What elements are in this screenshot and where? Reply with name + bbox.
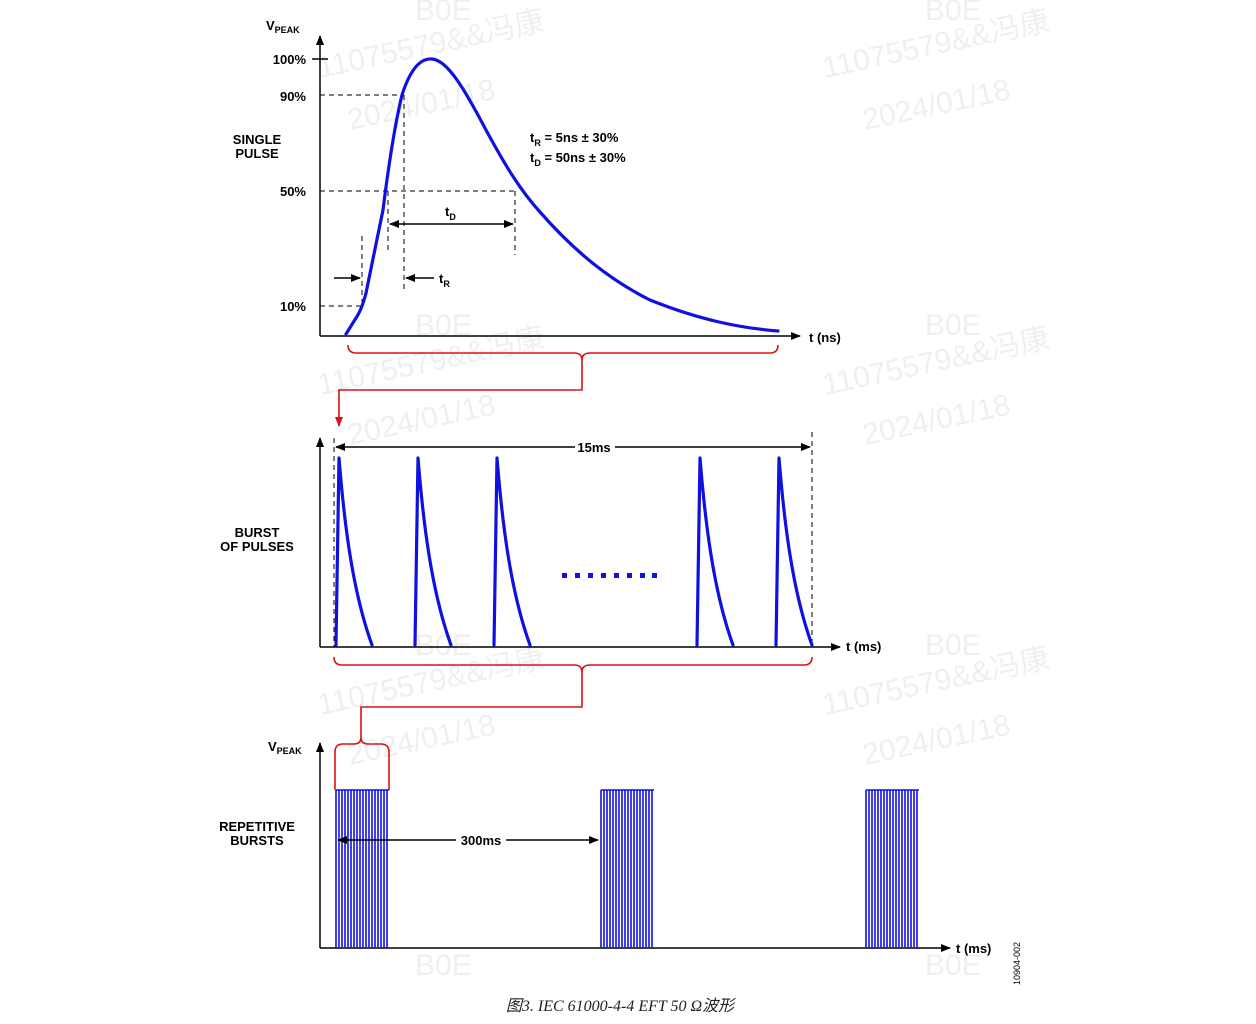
repetitive-bursts-panel: VPEAK 300ms REPETITIVE BURSTS t (ms) <box>219 739 991 956</box>
figure-code: 10904-002 <box>1012 942 1022 985</box>
svg-text:2024/01/18: 2024/01/18 <box>860 388 1014 451</box>
top-x-axis-label: t (ns) <box>809 330 841 345</box>
level-50-label: 50% <box>280 184 306 199</box>
level-90-label: 90% <box>280 89 306 104</box>
burst-pulse <box>695 456 735 647</box>
svg-text:2024/01/18: 2024/01/18 <box>860 708 1014 771</box>
single-pulse-curve <box>344 57 780 336</box>
burst-block <box>865 789 919 948</box>
watermark: B0E 11075579&&冯康 2024/01/18 B0E 11075579… <box>315 0 1053 982</box>
middle-x-axis-label: t (ms) <box>846 639 881 654</box>
figure-caption: 图3. IEC 61000-4-4 EFT 50 Ω波形 <box>506 997 736 1015</box>
svg-text:B0E: B0E <box>925 0 982 27</box>
bottom-x-axis-label: t (ms) <box>956 941 991 956</box>
burst-pulse <box>334 456 374 647</box>
single-pulse-label-2: PULSE <box>235 146 279 161</box>
burst-block <box>335 789 389 948</box>
single-pulse-label-1: SINGLE <box>233 132 282 147</box>
svg-text:B0E: B0E <box>925 629 982 662</box>
svg-text:2024/01/18: 2024/01/18 <box>345 73 499 136</box>
td-equation: tD = 50ns ± 30% <box>530 150 626 168</box>
top-y-axis-label: VPEAK <box>266 18 300 35</box>
burst-label-2: OF PULSES <box>220 539 294 554</box>
burst-label-1: BURST <box>235 525 280 540</box>
burst-pulse <box>413 456 453 647</box>
td-label: tD <box>445 204 456 222</box>
burst-panel: 15ms BURST OF PULSES t (ms) <box>220 432 881 654</box>
tr-equation: tR = 5ns ± 30% <box>530 130 619 148</box>
single-pulse-panel: VPEAK 100% 90% 50% 10% tR tD tR = 5ns ± … <box>233 18 841 345</box>
svg-text:B0E: B0E <box>925 949 982 982</box>
svg-text:B0E: B0E <box>925 309 982 342</box>
burst-block <box>600 789 654 948</box>
bottom-y-axis-label: VPEAK <box>268 739 302 756</box>
tr-label: tR <box>439 271 450 289</box>
ellipsis-dots <box>562 573 657 578</box>
span-label: 15ms <box>577 440 610 455</box>
period-label: 300ms <box>461 833 501 848</box>
svg-text:B0E: B0E <box>415 629 472 662</box>
svg-text:B0E: B0E <box>415 949 472 982</box>
svg-text:2024/01/18: 2024/01/18 <box>860 73 1014 136</box>
level-100-label: 100% <box>273 52 307 67</box>
repetitive-label-1: REPETITIVE <box>219 819 295 834</box>
svg-text:2024/01/18: 2024/01/18 <box>345 388 499 451</box>
level-10-label: 10% <box>280 299 306 314</box>
burst-pulse <box>774 456 814 647</box>
pulse-to-burst-connector <box>335 344 779 427</box>
svg-text:2024/01/18: 2024/01/18 <box>345 708 499 771</box>
burst-pulse <box>492 456 532 647</box>
repetitive-label-2: BURSTS <box>230 833 284 848</box>
svg-text:B0E: B0E <box>415 0 472 27</box>
burst-to-repetitive-connector <box>333 656 813 790</box>
